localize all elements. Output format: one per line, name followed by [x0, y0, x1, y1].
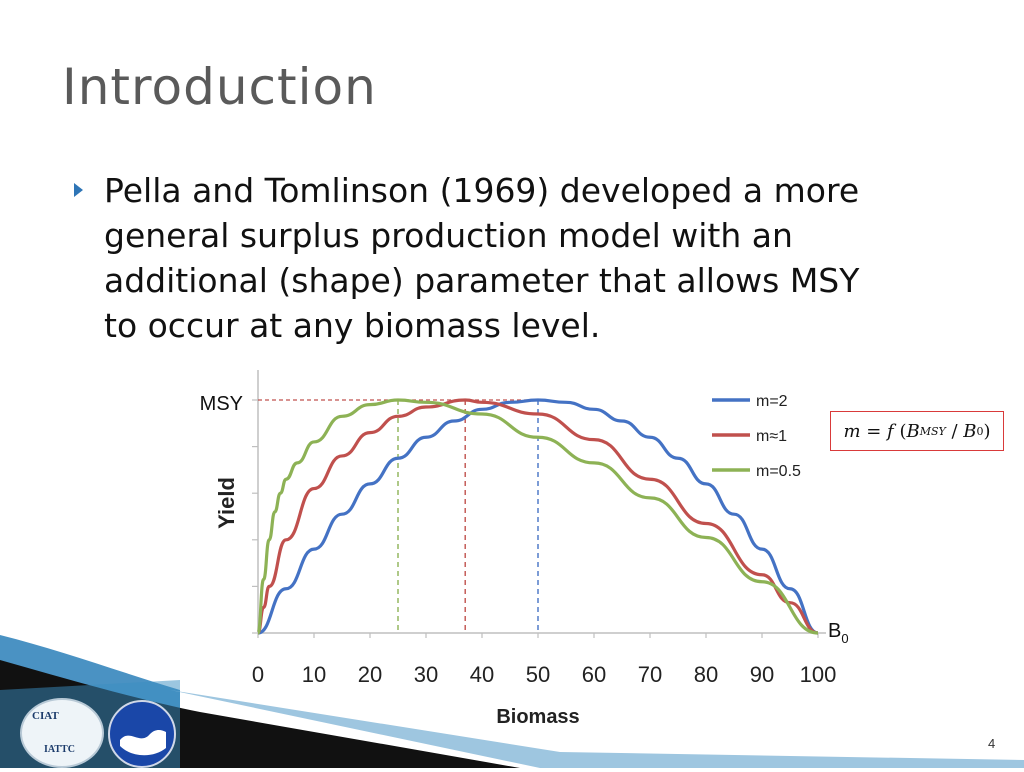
formula-equals: = [860, 420, 888, 442]
slide-title: Introduction [62, 58, 377, 116]
b0-label-sub: 0 [841, 631, 848, 646]
series-line-m05 [256, 398, 819, 635]
x-tick-label: 10 [302, 662, 326, 687]
legend-label: m=2 [756, 393, 788, 410]
msy-label: MSY [200, 393, 243, 415]
x-axis-label: Biomass [496, 706, 579, 728]
x-tick-label: 50 [526, 662, 550, 687]
legend-label: m=0.5 [756, 463, 801, 480]
noaa-logo [108, 700, 176, 768]
x-tick-label: 90 [750, 662, 774, 687]
page-number: 4 [988, 736, 996, 751]
y-axis-label: Yield [214, 477, 239, 529]
x-tick-label: 70 [638, 662, 662, 687]
logo-text-iattc: IATTC [44, 744, 75, 755]
formula-b0-sub: 0 [976, 424, 984, 438]
series-line-m2 [257, 398, 819, 635]
series-line-m1 [256, 398, 819, 635]
x-tick-label: 0 [252, 662, 264, 687]
formula-close: ) [983, 420, 991, 442]
x-tick-label: 40 [470, 662, 494, 687]
x-tick-label: 100 [800, 662, 837, 687]
formula-f: f [887, 420, 894, 442]
x-tick-label: 60 [582, 662, 606, 687]
formula-b-msy: B [906, 420, 920, 442]
formula-b-msy-sub: MSY [919, 424, 946, 438]
formula-slash: / [945, 420, 964, 442]
formula-open: ( [893, 420, 907, 442]
noaa-wave-icon [120, 730, 166, 756]
formula-b0: B [963, 420, 977, 442]
legend-label: m≈1 [756, 428, 787, 445]
x-tick-label: 80 [694, 662, 718, 687]
x-tick-label: 20 [358, 662, 382, 687]
b0-label: B0 [828, 620, 849, 646]
bullet-arrow-icon [74, 183, 83, 197]
x-tick-label: 30 [414, 662, 438, 687]
bullet-text: Pella and Tomlinson (1969) developed a m… [104, 171, 860, 345]
logo-text-ciat: CIAT [32, 710, 59, 722]
ciat-iattc-logo: CIAT IATTC [20, 698, 104, 768]
formula-m: m [843, 420, 861, 442]
